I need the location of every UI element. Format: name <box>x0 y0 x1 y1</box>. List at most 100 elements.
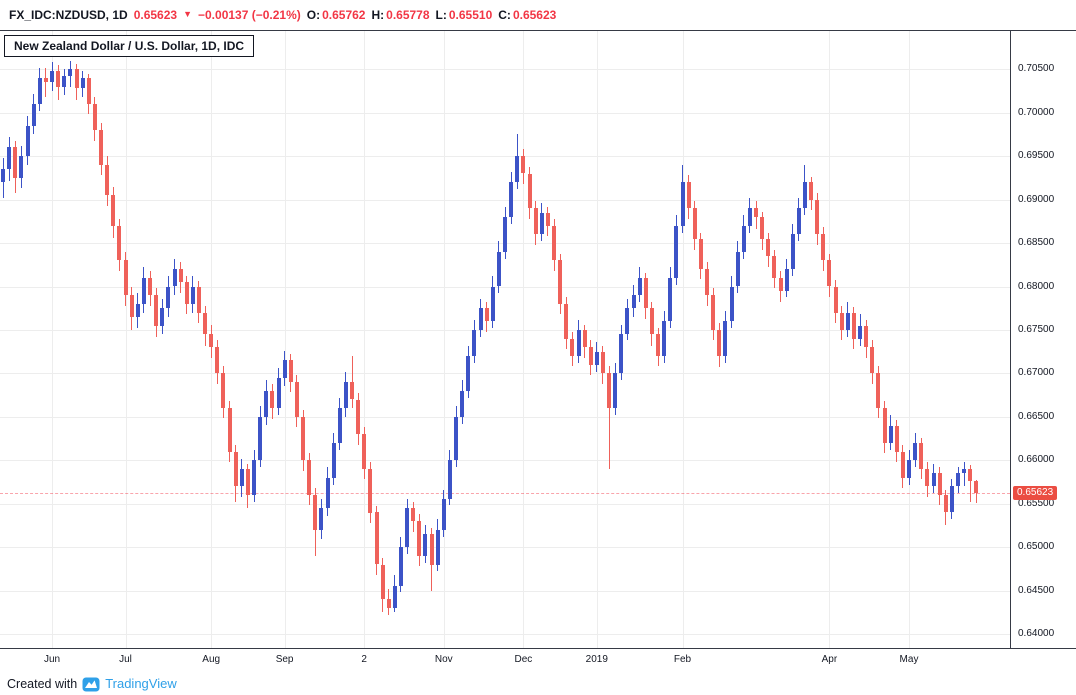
candle-wick-down <box>45 68 47 98</box>
candle-body-down <box>86 77 91 104</box>
candle-body-up <box>735 251 740 287</box>
candle-body-up <box>619 334 624 374</box>
price-tick-label: 0.68000 <box>1018 280 1055 292</box>
candle-body-down <box>570 338 575 356</box>
grid-line-vertical <box>284 31 286 648</box>
candle-body-down <box>851 312 856 339</box>
candle-body-down <box>607 373 612 409</box>
candle-body-up <box>62 76 67 87</box>
price-tick-label: 0.65500 <box>1018 497 1055 509</box>
candle-body-down <box>209 334 214 348</box>
candle-body-up <box>509 182 514 217</box>
grid-line-horizontal <box>0 373 1010 375</box>
candle-body-down <box>876 373 881 409</box>
candle-body-up <box>392 586 397 608</box>
symbol-label[interactable]: FX_IDC:NZDUSD, 1D <box>9 8 128 22</box>
candle-body-down <box>643 277 648 309</box>
candle-body-down <box>111 195 116 226</box>
grid-line-vertical <box>596 31 598 648</box>
time-axis-label: May <box>899 654 919 665</box>
tradingview-logo-icon[interactable] <box>82 676 100 694</box>
candle-body-up <box>478 308 483 330</box>
grid-line-vertical <box>443 31 445 648</box>
price-tick-label: 0.64000 <box>1018 628 1055 640</box>
candle-body-down <box>13 147 18 178</box>
time-axis-label: Dec <box>514 654 533 665</box>
price-change-value: −0.00137 (−0.21%) <box>198 8 301 22</box>
candle-body-up <box>949 486 954 513</box>
high-label: H: <box>371 8 385 22</box>
candle-body-up <box>460 390 465 417</box>
candle-body-down <box>686 182 691 209</box>
candle-body-down <box>380 564 385 600</box>
candle-body-up <box>19 156 24 178</box>
candle-body-down <box>227 408 232 452</box>
candle-body-down <box>815 199 820 235</box>
candlestick-chart[interactable]: New Zealand Dollar / U.S. Dollar, 1D, ID… <box>0 30 1010 648</box>
candle-body-up <box>337 408 342 443</box>
candle-body-up <box>435 529 440 565</box>
last-price-line <box>0 493 1010 495</box>
candle-body-down <box>870 347 875 374</box>
high-value: H: 0.65778 <box>371 8 429 22</box>
candle-body-up <box>80 77 85 89</box>
tradingview-brand-link[interactable]: TradingView <box>105 676 177 691</box>
price-tick-label: 0.66500 <box>1018 410 1055 422</box>
grid-line-vertical <box>829 31 831 648</box>
grid-line-horizontal <box>0 547 1010 549</box>
candle-body-down <box>705 269 709 296</box>
symbol-info-bar: FX_IDC:NZDUSD, 1D 0.65623 ▼ −0.00137 (−0… <box>0 0 1076 30</box>
candle-body-down <box>368 469 373 513</box>
candle-body-down <box>99 130 103 165</box>
candle-body-down <box>527 173 532 209</box>
price-tick-label: 0.69000 <box>1018 193 1055 205</box>
candle-body-up <box>907 460 911 478</box>
candle-body-down <box>564 303 569 339</box>
candle-body-up <box>31 104 36 126</box>
candle-body-down <box>117 225 122 261</box>
candle-body-down <box>484 308 489 322</box>
candle-body-up <box>858 325 862 339</box>
candle-body-down <box>203 312 208 335</box>
candle-body-down <box>766 238 771 257</box>
candle-body-up <box>398 547 403 587</box>
candle-body-down <box>301 416 305 461</box>
candle-body-up <box>729 286 734 322</box>
candle-body-down <box>827 260 832 287</box>
time-axis-label: 2 <box>361 654 367 665</box>
candle-body-down <box>919 442 924 469</box>
candle-body-up <box>239 469 244 487</box>
grid-line-horizontal <box>0 503 1010 505</box>
candle-body-down <box>417 521 422 556</box>
time-axis-label: Sep <box>275 654 294 665</box>
candle-body-down <box>196 286 201 313</box>
candle-body-down <box>839 312 844 330</box>
candle-body-down <box>968 469 973 482</box>
candle-body-down <box>588 347 593 365</box>
last-price-tag: 0.65623 <box>1013 486 1058 501</box>
candle-body-down <box>43 77 48 83</box>
time-axis[interactable]: Jun Jul Aug Sep 2 Nov Dec 2019 Feb Apr May <box>0 648 1076 672</box>
candle-body-up <box>343 382 348 409</box>
chart-legend-title[interactable]: New Zealand Dollar / U.S. Dollar, 1D, ID… <box>4 35 255 57</box>
candle-body-up <box>276 377 281 409</box>
candle-body-up <box>160 308 165 326</box>
grid-line-horizontal <box>0 590 1010 592</box>
candle-body-down <box>900 451 905 478</box>
grid-line-horizontal <box>0 634 1010 636</box>
grid-line-horizontal <box>0 112 1010 114</box>
candle-body-down <box>307 460 312 496</box>
candle-body-down <box>362 434 367 469</box>
candle-body-up <box>576 329 581 356</box>
close-price: 0.65623 <box>512 8 557 22</box>
grid-line-vertical <box>52 31 53 648</box>
price-axis[interactable]: 0.65623 0.70500 0.70000 0.69500 0.69000 0.68… <box>1010 30 1076 648</box>
candle-body-up <box>252 460 256 496</box>
open-label: O: <box>306 8 321 22</box>
candle-body-down <box>894 425 899 452</box>
candle-body-down <box>411 508 416 522</box>
candle-body-down <box>245 469 250 496</box>
candle-body-up <box>454 416 458 461</box>
candle-body-down <box>386 599 391 608</box>
candle-body-down <box>717 329 722 356</box>
